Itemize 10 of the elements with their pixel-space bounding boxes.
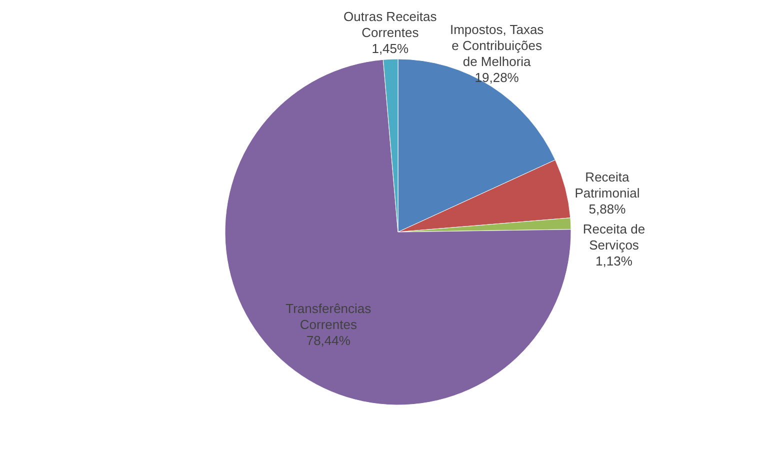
slice-label: Receita Patrimonial <box>574 169 640 200</box>
data-label: 1,13% <box>596 253 633 268</box>
slice-label: Impostos, Taxas e Contribuições de Melhoria <box>450 22 544 69</box>
slice-label: Outras Receitas Correntes <box>344 9 438 40</box>
slice-label: Receita de Serviços <box>582 221 646 252</box>
data-label: 5,88% <box>588 201 626 216</box>
data-label: 19,28% <box>474 70 520 85</box>
data-label: 78,44% <box>306 333 351 348</box>
slice-label: Transferências Correntes <box>286 301 372 332</box>
data-label: 1,45% <box>372 41 410 56</box>
